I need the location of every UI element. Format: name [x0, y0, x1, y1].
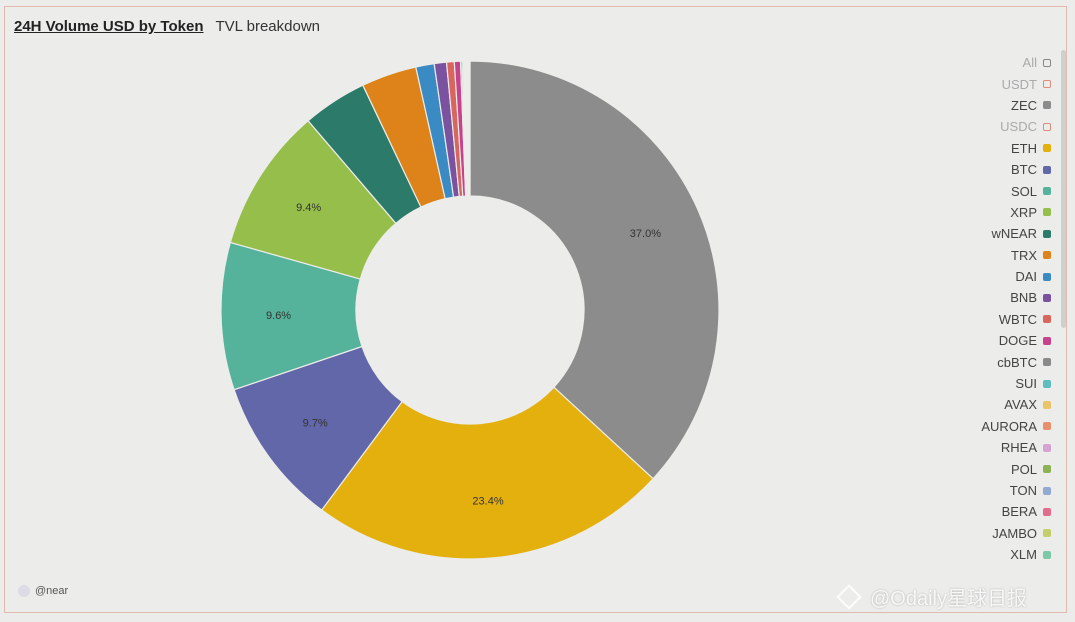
slice-label-btc: 9.7%	[303, 418, 328, 430]
legend-swatch-icon	[1043, 550, 1051, 559]
legend-item-pol[interactable]: POL	[931, 458, 1051, 479]
legend-swatch-icon	[1043, 187, 1051, 196]
legend-label: wNEAR	[991, 226, 1037, 242]
legend-scrollbar[interactable]	[1061, 50, 1066, 328]
watermark-logo-icon	[836, 583, 862, 610]
slice-label-xrp: 9.4%	[296, 202, 321, 214]
legend-item-sol[interactable]: SOL	[931, 180, 1051, 201]
legend-swatch-icon	[1043, 358, 1051, 367]
watermark-text: @Odaily星球日报	[870, 588, 1027, 610]
legend-swatch-icon	[1043, 465, 1051, 474]
legend-swatch-icon	[1043, 315, 1051, 324]
legend-swatch-icon	[1043, 293, 1051, 302]
legend-item-eth[interactable]: ETH	[931, 138, 1051, 159]
legend-label: XRP	[1010, 204, 1037, 220]
legend-label: USDC	[1000, 119, 1037, 135]
legend: All USDT ZEC USDC ETH BTC SOL XRP wNEAR TRX DAI BNB…	[931, 52, 1051, 565]
legend-swatch-icon	[1043, 165, 1051, 174]
legend-item-trx[interactable]: TRX	[931, 245, 1051, 266]
legend-label: ZEC	[1011, 97, 1037, 113]
legend-label: USDT	[1001, 76, 1037, 92]
legend-item-rhea[interactable]: RHEA	[931, 437, 1051, 458]
slice-zec[interactable]	[469, 60, 720, 480]
legend-item-xrp[interactable]: XRP	[931, 202, 1051, 223]
legend-swatch-icon	[1043, 272, 1051, 281]
legend-label: BNB	[1010, 290, 1037, 306]
legend-item-avax[interactable]: AVAX	[931, 394, 1051, 415]
legend-label: SUI	[1015, 376, 1037, 392]
legend-item-wbtc[interactable]: WBTC	[931, 309, 1051, 330]
legend-item-zec[interactable]: ZEC	[931, 95, 1051, 116]
legend-swatch-icon	[1043, 122, 1051, 131]
legend-item-ton[interactable]: TON	[931, 480, 1051, 501]
legend-swatch-icon	[1043, 208, 1051, 217]
legend-item-doge[interactable]: DOGE	[931, 330, 1051, 351]
legend-label: DAI	[1015, 269, 1037, 285]
watermark: @Odaily星球日报	[836, 582, 1027, 611]
legend-swatch-icon	[1043, 379, 1051, 388]
legend-swatch-icon	[1043, 251, 1051, 260]
tab-tvl-breakdown[interactable]: TVL breakdown	[215, 18, 321, 35]
legend-item-jambo[interactable]: JAMBO	[931, 523, 1051, 544]
legend-item-wnear[interactable]: wNEAR	[931, 223, 1051, 244]
legend-swatch-icon	[1043, 101, 1051, 110]
legend-label: RHEA	[1000, 440, 1037, 456]
legend-item-dai[interactable]: DAI	[931, 266, 1051, 287]
chart-frame	[4, 6, 1067, 613]
legend-item-usdt[interactable]: USDT	[931, 73, 1051, 94]
legend-label: All	[1022, 55, 1037, 71]
legend-label: POL	[1010, 461, 1037, 477]
legend-swatch-icon	[1043, 58, 1051, 67]
legend-item-xlm[interactable]: XLM	[931, 544, 1051, 565]
legend-label: BERA	[1001, 504, 1037, 520]
slice-label-zec: 37.0%	[630, 228, 661, 240]
legend-item-bera[interactable]: BERA	[931, 501, 1051, 522]
legend-label: SOL	[1010, 183, 1037, 199]
legend-item-bnb[interactable]: BNB	[931, 287, 1051, 308]
legend-label: AVAX	[1004, 397, 1037, 413]
legend-swatch-icon	[1043, 486, 1051, 495]
legend-item-sui[interactable]: SUI	[931, 373, 1051, 394]
footer-handle: @near	[35, 585, 69, 597]
legend-label: cbBTC	[997, 354, 1037, 370]
legend-swatch-icon	[1043, 229, 1051, 238]
legend-swatch-icon	[1043, 422, 1051, 431]
legend-label: XLM	[1010, 547, 1037, 563]
near-avatar-icon	[18, 585, 30, 597]
legend-item-aurora[interactable]: AURORA	[931, 416, 1051, 437]
legend-label: ETH	[1011, 140, 1037, 156]
legend-label: BTC	[1011, 162, 1037, 178]
chart-header: 24H Volume USD by Token TVL breakdown	[14, 18, 320, 35]
legend-item-usdc[interactable]: USDC	[931, 116, 1051, 137]
legend-label: AURORA	[981, 418, 1037, 434]
legend-item-btc[interactable]: BTC	[931, 159, 1051, 180]
legend-item-cbbtc[interactable]: cbBTC	[931, 351, 1051, 372]
legend-label: TON	[1009, 483, 1037, 498]
legend-swatch-icon	[1043, 336, 1051, 345]
legend-swatch-icon	[1043, 80, 1051, 89]
slice-label-sol: 9.6%	[266, 310, 291, 322]
legend-label: WBTC	[998, 311, 1037, 327]
legend-swatch-icon	[1043, 443, 1051, 452]
legend-label: DOGE	[998, 333, 1037, 349]
footer: @near	[18, 585, 68, 597]
legend-label: JAMBO	[992, 525, 1037, 541]
legend-label: TRX	[1011, 247, 1037, 263]
tab-24h-volume[interactable]: 24H Volume USD by Token	[14, 18, 204, 35]
legend-swatch-icon	[1043, 144, 1051, 153]
legend-swatch-icon	[1043, 507, 1051, 516]
legend-swatch-icon	[1043, 400, 1051, 409]
legend-swatch-icon	[1043, 529, 1051, 538]
slice-eth[interactable]	[320, 386, 654, 560]
slice-label-eth: 23.4%	[472, 496, 503, 508]
legend-item-all[interactable]: All	[931, 52, 1051, 73]
